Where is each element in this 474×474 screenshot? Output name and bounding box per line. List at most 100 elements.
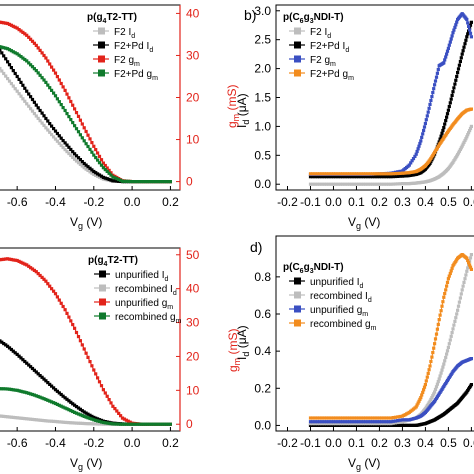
data-point xyxy=(318,182,322,186)
data-point xyxy=(9,347,13,352)
legend-swatch-marker xyxy=(98,41,105,49)
data-point xyxy=(63,308,67,312)
data-point xyxy=(44,126,48,130)
data-point xyxy=(380,420,384,424)
data-point xyxy=(428,399,432,403)
data-point xyxy=(433,79,438,83)
data-point xyxy=(440,131,444,135)
data-point xyxy=(7,257,12,261)
data-point xyxy=(124,418,128,422)
y-tick-label: 0.0 xyxy=(254,177,271,191)
data-point xyxy=(103,391,107,395)
data-point xyxy=(151,180,155,184)
x-tick-label: 0.2 xyxy=(162,195,179,209)
data-point xyxy=(86,416,90,420)
data-point xyxy=(2,71,6,76)
data-point xyxy=(94,148,98,152)
data-point xyxy=(445,349,450,353)
data-point xyxy=(25,102,29,106)
data-point xyxy=(377,182,381,186)
series-3 xyxy=(308,107,473,176)
data-point xyxy=(65,407,69,411)
data-point xyxy=(469,124,473,128)
data-point xyxy=(468,256,473,260)
data-point xyxy=(320,172,324,176)
data-point xyxy=(384,182,388,186)
data-point xyxy=(25,391,29,395)
data-point xyxy=(375,420,379,424)
data-point xyxy=(113,422,117,426)
data-point xyxy=(393,423,398,427)
data-point xyxy=(336,416,340,420)
data-point xyxy=(48,86,52,90)
data-point xyxy=(325,423,329,427)
data-point xyxy=(449,334,453,338)
data-point xyxy=(73,157,77,161)
data-point xyxy=(438,374,442,378)
data-point xyxy=(44,379,48,383)
data-point xyxy=(7,48,12,52)
data-point xyxy=(452,86,456,90)
series-2 xyxy=(308,357,473,424)
data-point xyxy=(368,416,372,420)
data-point xyxy=(398,169,402,173)
data-point xyxy=(446,345,450,349)
legend-swatch-marker xyxy=(98,27,105,35)
data-point xyxy=(366,172,370,176)
data-point xyxy=(40,275,44,279)
data-point xyxy=(71,103,75,107)
data-point xyxy=(380,422,384,426)
data-point xyxy=(311,422,315,426)
legend-swatch-marker xyxy=(294,305,301,313)
data-point xyxy=(371,175,375,179)
data-point xyxy=(354,423,359,427)
data-point xyxy=(94,156,98,160)
panel-d: d) -0.2-0.10.00.10.20.30.40.50.6 0.00.20… xyxy=(235,235,474,472)
data-point xyxy=(311,416,315,420)
data-point xyxy=(327,422,331,426)
data-point xyxy=(421,390,425,394)
data-point xyxy=(348,422,352,426)
x-tick-label: 0.3 xyxy=(394,195,411,209)
data-point xyxy=(69,153,73,157)
data-point xyxy=(126,419,130,423)
data-point xyxy=(468,265,473,269)
data-point xyxy=(375,182,379,186)
y-tick-label: 0.0 xyxy=(254,418,271,432)
data-point xyxy=(109,401,113,405)
data-point xyxy=(450,266,454,270)
data-point xyxy=(354,420,359,424)
data-point xyxy=(25,33,29,37)
data-point xyxy=(21,416,25,420)
data-point xyxy=(456,151,461,155)
data-point xyxy=(122,422,126,426)
data-point xyxy=(414,152,418,156)
data-point xyxy=(359,416,363,420)
data-point xyxy=(456,304,461,308)
data-point xyxy=(48,122,52,126)
data-point xyxy=(396,420,400,425)
data-point xyxy=(13,87,17,91)
data-point xyxy=(163,180,167,184)
data-point xyxy=(15,74,19,79)
data-point xyxy=(352,423,356,427)
data-point xyxy=(42,377,46,381)
data-point xyxy=(97,161,102,165)
data-point xyxy=(329,416,333,420)
data-point xyxy=(429,359,433,364)
data-point xyxy=(38,374,42,378)
data-point xyxy=(336,175,340,179)
data-point xyxy=(86,133,90,137)
data-point xyxy=(99,158,104,162)
data-point xyxy=(29,107,33,111)
data-point xyxy=(364,420,368,424)
panel-d-y-ticks: 0.0 0.2 0.4 0.6 0.8 xyxy=(254,270,280,432)
data-point xyxy=(4,74,8,78)
y-tick-label: 30 xyxy=(186,48,200,62)
data-point xyxy=(73,152,77,156)
y-tick-label: 10 xyxy=(186,133,200,147)
data-point xyxy=(32,112,36,116)
y-tick-label: 1.0 xyxy=(254,119,271,133)
data-point xyxy=(361,422,365,426)
data-point xyxy=(132,180,136,184)
